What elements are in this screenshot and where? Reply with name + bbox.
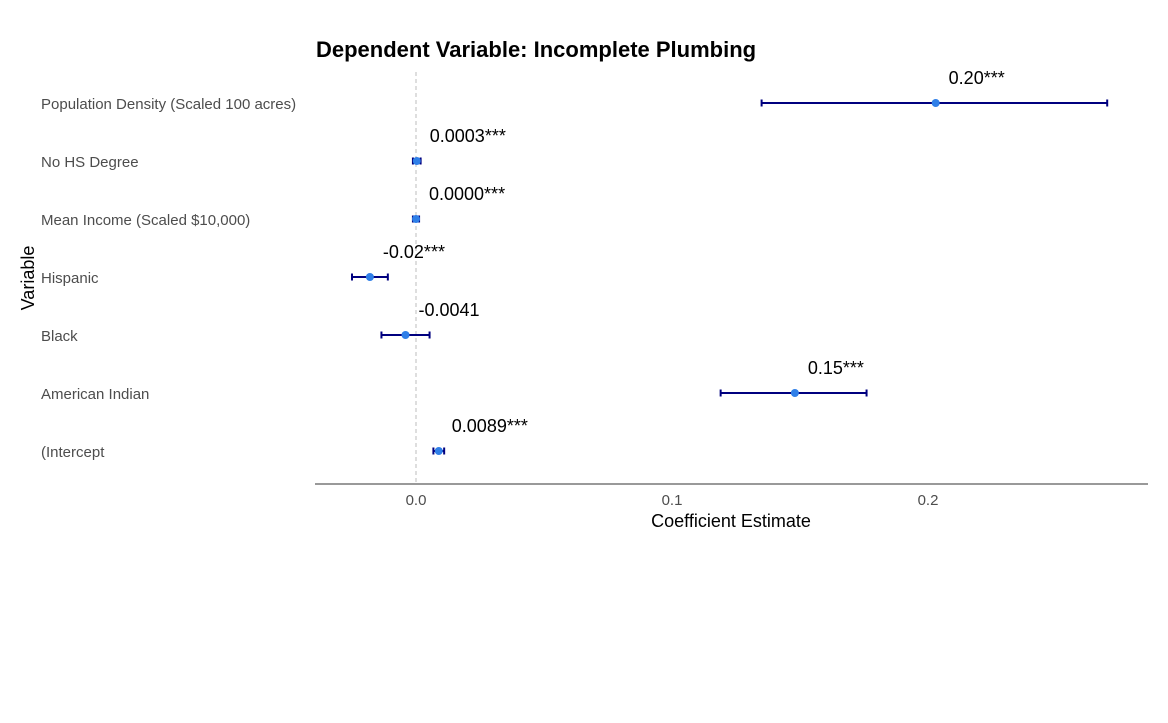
- chart-title: Dependent Variable: Incomplete Plumbing: [316, 37, 756, 62]
- y-axis-title: Variable: [18, 246, 38, 311]
- x-tick-label: 0.0: [406, 492, 427, 509]
- estimate-label: 0.0003***: [430, 126, 506, 146]
- y-category-label: No HS Degree: [41, 154, 139, 171]
- estimate-point: [412, 157, 421, 165]
- y-category-label: Hispanic: [41, 270, 99, 287]
- x-tick-label: 0.1: [662, 492, 683, 509]
- y-category-label: Black: [41, 328, 78, 345]
- y-category-label: American Indian: [41, 386, 149, 403]
- y-category-label: Population Density (Scaled 100 acres): [41, 96, 296, 113]
- estimate-label: 0.15***: [808, 358, 864, 378]
- estimate-point: [401, 331, 410, 339]
- x-tick-label: 0.2: [918, 492, 939, 509]
- estimate-point: [365, 273, 374, 281]
- estimate-point: [790, 389, 799, 397]
- x-axis-title: Coefficient Estimate: [651, 511, 811, 531]
- estimate-point: [412, 215, 420, 223]
- estimate-label: -0.02***: [383, 242, 445, 262]
- estimate-label: 0.20***: [949, 68, 1005, 88]
- estimate-label: 0.0000***: [429, 184, 505, 204]
- estimate-point: [931, 99, 940, 107]
- y-category-label: Mean Income (Scaled $10,000): [41, 212, 250, 229]
- estimate-label: 0.0089***: [452, 416, 528, 436]
- estimate-point: [434, 447, 443, 455]
- estimate-label: -0.0041: [419, 300, 480, 320]
- y-category-label: (Intercept: [41, 444, 105, 461]
- plot-area: 0.0 0.1 0.2 Population Density (Scaled 100 …: [41, 68, 1109, 509]
